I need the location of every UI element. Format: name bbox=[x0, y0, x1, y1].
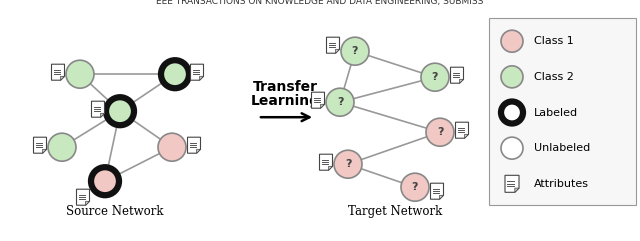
Polygon shape bbox=[440, 195, 444, 199]
Circle shape bbox=[334, 150, 362, 178]
Polygon shape bbox=[505, 175, 519, 192]
Circle shape bbox=[426, 118, 454, 146]
Text: ?: ? bbox=[345, 159, 351, 169]
Text: Attributes: Attributes bbox=[534, 179, 589, 189]
Polygon shape bbox=[465, 134, 468, 138]
Text: Unlabeled: Unlabeled bbox=[534, 143, 590, 153]
Circle shape bbox=[91, 167, 119, 195]
Circle shape bbox=[501, 66, 523, 88]
Text: Labeled: Labeled bbox=[534, 107, 578, 118]
Text: ?: ? bbox=[436, 127, 444, 137]
Circle shape bbox=[48, 133, 76, 161]
Polygon shape bbox=[86, 201, 90, 205]
Polygon shape bbox=[77, 189, 90, 205]
Polygon shape bbox=[312, 92, 324, 108]
Polygon shape bbox=[43, 149, 47, 153]
Polygon shape bbox=[451, 67, 463, 83]
Polygon shape bbox=[200, 76, 204, 80]
Text: ?: ? bbox=[352, 46, 358, 56]
Polygon shape bbox=[326, 37, 339, 53]
Polygon shape bbox=[515, 188, 519, 192]
Polygon shape bbox=[33, 137, 47, 153]
Circle shape bbox=[326, 88, 354, 116]
Circle shape bbox=[501, 30, 523, 52]
Circle shape bbox=[401, 173, 429, 201]
Circle shape bbox=[106, 97, 134, 125]
Text: Transfer: Transfer bbox=[253, 80, 317, 94]
Polygon shape bbox=[61, 76, 65, 80]
Text: Source Network: Source Network bbox=[67, 205, 164, 218]
Polygon shape bbox=[460, 79, 463, 83]
Text: Target Network: Target Network bbox=[348, 205, 442, 218]
Polygon shape bbox=[335, 49, 339, 53]
Polygon shape bbox=[196, 149, 200, 153]
Polygon shape bbox=[431, 183, 444, 199]
Circle shape bbox=[66, 60, 94, 88]
Polygon shape bbox=[456, 122, 468, 138]
Polygon shape bbox=[191, 64, 204, 80]
Text: ?: ? bbox=[412, 182, 419, 192]
Text: Learning: Learning bbox=[250, 94, 319, 108]
Polygon shape bbox=[51, 64, 65, 80]
Polygon shape bbox=[321, 104, 324, 108]
Circle shape bbox=[421, 63, 449, 91]
Text: EEE TRANSACTIONS ON KNOWLEDGE AND DATA ENGINEERING, SUBMISS: EEE TRANSACTIONS ON KNOWLEDGE AND DATA E… bbox=[156, 0, 484, 6]
Polygon shape bbox=[100, 113, 104, 117]
Text: ?: ? bbox=[337, 97, 343, 107]
Polygon shape bbox=[92, 101, 104, 117]
Text: Class 2: Class 2 bbox=[534, 72, 574, 82]
FancyBboxPatch shape bbox=[489, 18, 636, 205]
Text: ?: ? bbox=[432, 72, 438, 82]
Polygon shape bbox=[328, 166, 333, 170]
Polygon shape bbox=[319, 154, 333, 170]
Circle shape bbox=[501, 137, 523, 159]
Polygon shape bbox=[188, 137, 200, 153]
Text: Class 1: Class 1 bbox=[534, 36, 573, 46]
Circle shape bbox=[161, 60, 189, 88]
Circle shape bbox=[158, 133, 186, 161]
Circle shape bbox=[501, 101, 523, 123]
Circle shape bbox=[341, 37, 369, 65]
